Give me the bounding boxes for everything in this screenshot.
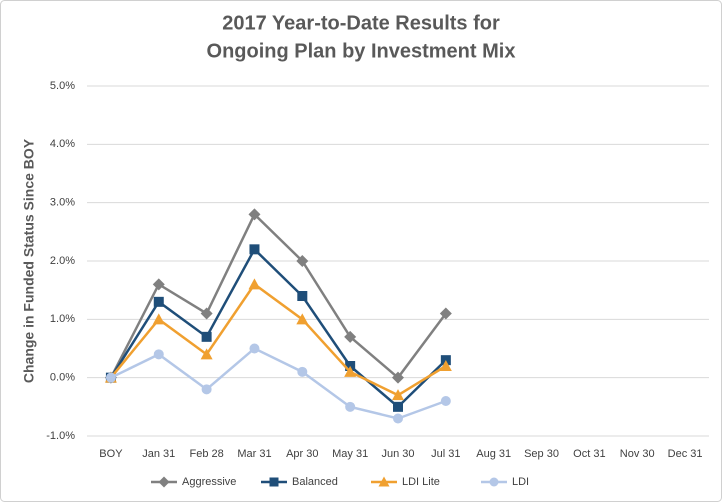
data-point [393, 401, 403, 412]
data-point [345, 401, 356, 412]
series-line [109, 282, 447, 397]
data-point [249, 244, 260, 255]
x-tick-label: Sep 30 [524, 448, 559, 460]
y-tick-label: 0.0% [50, 372, 75, 384]
data-point [152, 278, 165, 291]
data-point [248, 278, 261, 290]
legend-label: Aggressive [182, 476, 236, 488]
x-tick-label: Feb 28 [189, 448, 223, 460]
x-tick-label: Apr 30 [286, 448, 318, 460]
data-point [296, 255, 309, 267]
legend-label: Balanced [292, 476, 338, 488]
data-point [297, 366, 308, 377]
chart-title: 2017 Year-to-Date Results for [222, 12, 500, 34]
x-tick-label: Nov 30 [620, 448, 655, 460]
data-point [392, 389, 404, 401]
x-tick-label: Dec 31 [668, 448, 703, 460]
series-line [110, 347, 447, 420]
data-point [296, 313, 309, 325]
data-point [393, 413, 403, 424]
data-point [297, 291, 308, 301]
data-point [440, 396, 451, 406]
x-tick-label: Jul 31 [431, 448, 460, 460]
data-point [344, 330, 357, 343]
legend-label: LDI [512, 476, 529, 488]
x-tick-label: Oct 31 [573, 448, 605, 460]
legend-marker [158, 476, 170, 488]
legend-marker [489, 477, 499, 487]
data-point [439, 307, 452, 320]
data-point [248, 208, 261, 221]
y-tick-label: 5.0% [50, 80, 75, 92]
legend-label: LDI Lite [402, 476, 440, 488]
data-point [344, 365, 357, 377]
data-point [249, 343, 260, 354]
data-point [200, 348, 213, 360]
x-tick-label: BOY [99, 448, 123, 460]
series-line [109, 212, 447, 380]
data-point [439, 360, 452, 371]
data-point [152, 313, 165, 325]
y-tick-label: 1.0% [50, 313, 75, 325]
data-point [153, 349, 164, 360]
x-tick-label: Jan 31 [142, 448, 175, 460]
data-point [105, 372, 116, 383]
y-axis-label: Change in Funded Status Since BOY [21, 138, 37, 383]
data-point [153, 296, 164, 307]
data-point [392, 371, 404, 384]
y-tick-label: 3.0% [50, 197, 75, 209]
x-tick-label: May 31 [332, 448, 368, 460]
legend-marker [269, 477, 279, 487]
legend-marker [378, 476, 390, 487]
data-point [201, 331, 212, 342]
x-tick-label: Mar 31 [237, 448, 271, 460]
x-tick-label: Aug 31 [476, 448, 511, 460]
x-tick-label: Jun 30 [381, 448, 414, 460]
y-tick-label: -1.0% [46, 430, 75, 442]
chart-title: Ongoing Plan by Investment Mix [207, 40, 516, 62]
series-line [109, 247, 447, 409]
y-tick-label: 2.0% [50, 255, 75, 267]
data-point [201, 384, 212, 395]
y-tick-label: 4.0% [50, 138, 75, 150]
data-point [200, 307, 213, 320]
